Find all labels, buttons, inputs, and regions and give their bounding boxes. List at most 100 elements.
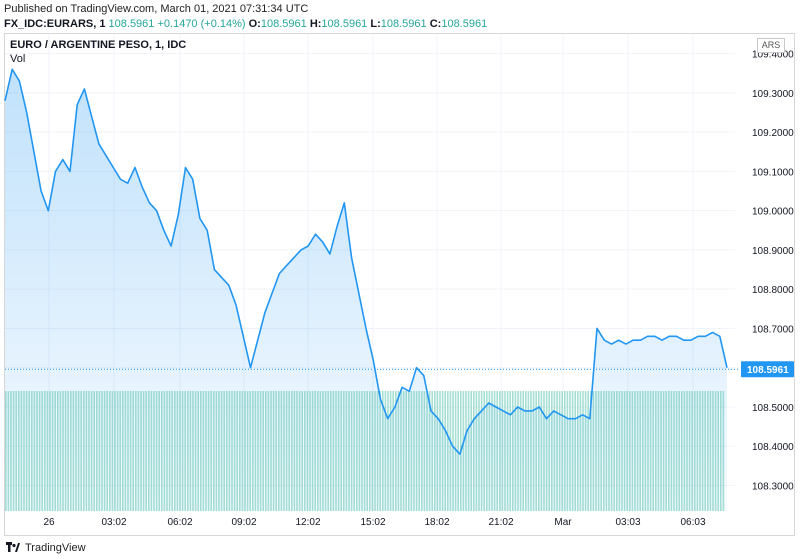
volume-bar: [366, 391, 368, 511]
volume-bar: [33, 391, 36, 511]
volume-bar: [358, 391, 361, 511]
volume-bar: [51, 391, 54, 511]
volume-bar: [192, 391, 194, 511]
volume-bar: [129, 391, 132, 511]
volume-bar: [31, 391, 33, 511]
volume-bar: [49, 391, 51, 511]
volume-bar: [564, 391, 566, 511]
close-label: C:: [429, 18, 442, 30]
volume-bar: [657, 391, 660, 511]
volume-bar: [582, 391, 584, 511]
volume-bar: [592, 391, 595, 511]
volume-bar: [166, 391, 168, 511]
volume-bar: [519, 391, 522, 511]
volume-bar: [80, 391, 82, 511]
x-tick-label: 21:02: [488, 517, 513, 528]
volume-bar: [423, 391, 426, 511]
volume-bar: [428, 391, 431, 511]
x-tick-label: 03:02: [101, 517, 126, 528]
volume-bar: [618, 391, 621, 511]
last-price-badge: [741, 361, 794, 378]
volume-bar: [64, 391, 67, 511]
volume-bar: [493, 391, 496, 511]
volume-bar: [150, 391, 153, 511]
volume-bar: [25, 391, 28, 511]
volume-bar: [587, 391, 589, 511]
volume-bar: [538, 391, 540, 511]
volume-bar: [558, 391, 561, 511]
volume-bar: [324, 391, 327, 511]
volume-bar: [616, 391, 618, 511]
volume-bar: [345, 391, 348, 511]
volume-bar: [36, 391, 38, 511]
volume-bar: [720, 391, 722, 511]
volume-bar: [722, 391, 725, 511]
volume-bar: [509, 391, 511, 511]
volume-bar: [467, 391, 470, 511]
open-label: O:: [248, 18, 261, 30]
volume-bar: [233, 391, 236, 511]
volume-bar: [613, 391, 615, 511]
volume-bar: [621, 391, 623, 511]
volume-bar: [343, 391, 345, 511]
volume-bar: [259, 391, 262, 511]
y-tick-label: 109.3000: [752, 89, 794, 100]
last-price-badge-label: 108.5961: [747, 365, 789, 376]
volume-bar: [109, 391, 111, 511]
y-tick-label: 109.4000: [752, 50, 794, 61]
volume-bar: [556, 391, 558, 511]
volume-bar: [194, 391, 197, 511]
volume-bar: [712, 391, 714, 511]
volume-bar: [699, 391, 701, 511]
tradingview-logo-icon: [6, 542, 20, 552]
volume-bar: [491, 391, 493, 511]
volume-bar: [655, 391, 657, 511]
x-tick-label: 03:03: [615, 517, 640, 528]
volume-bar: [644, 391, 647, 511]
volume-bar: [262, 391, 264, 511]
volume-bar: [46, 391, 49, 511]
volume-bar: [410, 391, 413, 511]
volume-bar: [369, 391, 371, 511]
volume-bar: [189, 391, 192, 511]
volume-bar: [525, 391, 527, 511]
x-tick-label: 18:02: [424, 517, 449, 528]
volume-bar: [322, 391, 324, 511]
volume-bar: [714, 391, 717, 511]
volume-bar: [608, 391, 610, 511]
volume-bar: [350, 391, 353, 511]
volume-bar: [668, 391, 670, 511]
volume-bar: [116, 391, 119, 511]
volume-bar: [265, 391, 267, 511]
volume-bar: [90, 391, 93, 511]
volume-bar: [155, 391, 158, 511]
y-tick-label: 108.5000: [752, 403, 794, 414]
volume-bar: [215, 391, 218, 511]
volume-bar: [335, 391, 337, 511]
volume-bar: [688, 391, 691, 511]
volume-bar: [400, 391, 402, 511]
volume-bar: [283, 391, 285, 511]
volume-bar: [38, 391, 41, 511]
volume-bar: [142, 391, 145, 511]
volume-bar: [75, 391, 77, 511]
volume-bar: [392, 391, 394, 511]
x-tick-label: 09:02: [231, 517, 256, 528]
volume-bar: [278, 391, 280, 511]
volume-bar: [15, 391, 17, 511]
volume-bar: [681, 391, 683, 511]
volume-bar: [59, 391, 62, 511]
volume-bar: [405, 391, 407, 511]
volume-bar: [231, 391, 233, 511]
volume-bar: [304, 391, 306, 511]
volume-bar: [436, 391, 439, 511]
y-tick-label: 108.7000: [752, 324, 794, 335]
volume-bar: [98, 391, 101, 511]
volume-bar: [600, 391, 602, 511]
volume-bar: [387, 391, 389, 511]
volume-bar: [202, 391, 205, 511]
x-tick-label: Mar: [554, 517, 572, 528]
volume-bar: [517, 391, 519, 511]
currency-badge[interactable]: ARS: [757, 38, 785, 53]
